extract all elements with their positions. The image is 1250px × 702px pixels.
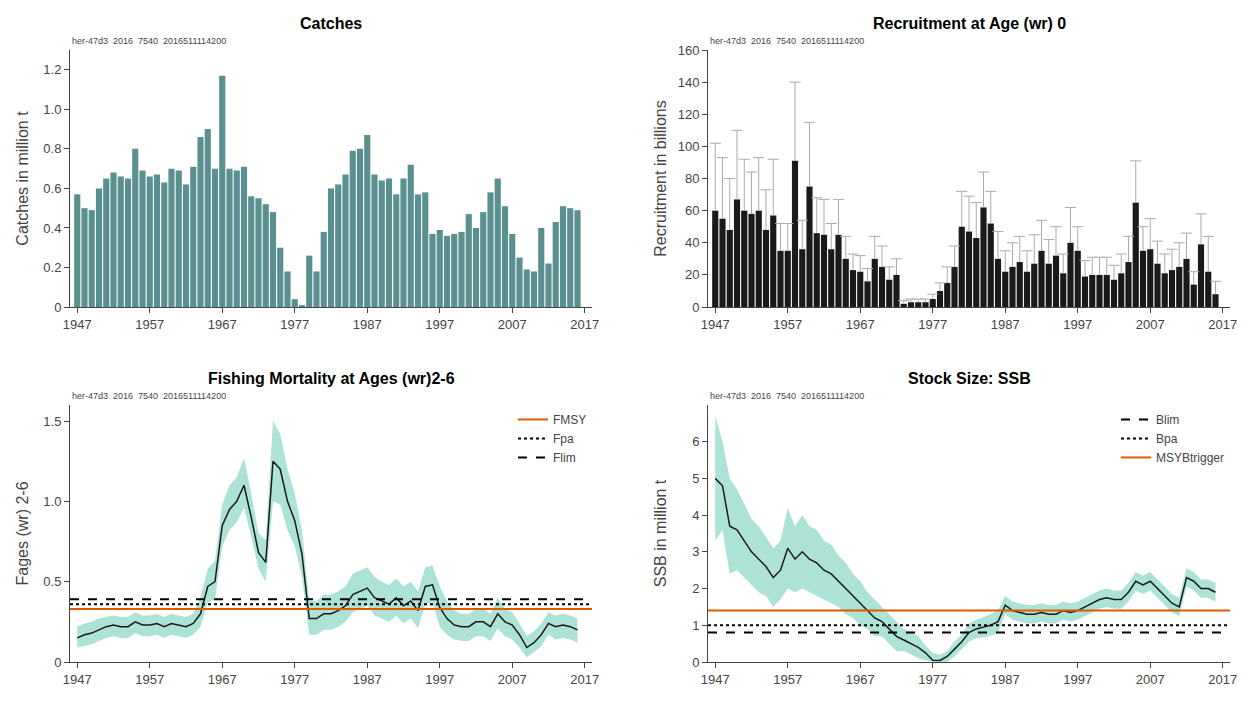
svg-text:1977: 1977 (280, 317, 309, 332)
svg-text:1977: 1977 (918, 317, 947, 332)
svg-text:Bpa: Bpa (1156, 432, 1178, 446)
svg-text:her-47d3 2016 7540 20165111: her-47d3 2016 7540 2016511114200 (72, 391, 226, 401)
svg-text:1987: 1987 (353, 672, 382, 687)
svg-text:her-47d3 2016 7540 20165111: her-47d3 2016 7540 2016511114200 (710, 391, 864, 401)
svg-text:1967: 1967 (208, 672, 237, 687)
svg-text:0.8: 0.8 (43, 141, 61, 156)
svg-text:1967: 1967 (208, 317, 237, 332)
svg-text:1957: 1957 (135, 672, 164, 687)
svg-text:2007: 2007 (1136, 317, 1165, 332)
svg-text:Blim: Blim (1156, 413, 1179, 427)
svg-text:120: 120 (678, 107, 700, 122)
svg-text:1977: 1977 (280, 672, 309, 687)
svg-text:2007: 2007 (1136, 672, 1165, 687)
svg-text:1.2: 1.2 (43, 62, 61, 77)
svg-text:80: 80 (685, 171, 699, 186)
svg-text:1947: 1947 (701, 672, 730, 687)
svg-text:1987: 1987 (353, 317, 382, 332)
svg-text:Catches in million t: Catches in million t (14, 111, 31, 246)
svg-text:Recruitment at Age (wr) 0: Recruitment at Age (wr) 0 (873, 15, 1066, 32)
svg-text:1947: 1947 (63, 317, 92, 332)
svg-text:1997: 1997 (425, 317, 454, 332)
svg-text:1957: 1957 (135, 317, 164, 332)
svg-text:4: 4 (692, 508, 699, 523)
svg-text:2007: 2007 (498, 317, 527, 332)
svg-text:1.5: 1.5 (43, 414, 61, 429)
svg-text:0: 0 (54, 300, 61, 315)
svg-text:SSB in million t: SSB in million t (652, 479, 669, 587)
svg-text:1947: 1947 (701, 317, 730, 332)
svg-text:Fages (wr) 2-6: Fages (wr) 2-6 (14, 481, 31, 585)
svg-text:2017: 2017 (1208, 672, 1237, 687)
svg-text:2017: 2017 (570, 317, 599, 332)
svg-text:1: 1 (692, 618, 699, 633)
svg-text:0.2: 0.2 (43, 260, 61, 275)
svg-text:2017: 2017 (1208, 317, 1237, 332)
svg-text:Flim: Flim (553, 451, 576, 465)
svg-text:2007: 2007 (498, 672, 527, 687)
svg-text:40: 40 (685, 235, 699, 250)
svg-text:1987: 1987 (991, 672, 1020, 687)
svg-text:Fishing Mortality at Ages (wr): Fishing Mortality at Ages (wr)2-6 (208, 370, 455, 387)
svg-text:2: 2 (692, 581, 699, 596)
svg-text:MSYBtrigger: MSYBtrigger (1156, 451, 1224, 465)
svg-text:1.0: 1.0 (43, 494, 61, 509)
svg-text:her-47d3 2016 7540 20165111: her-47d3 2016 7540 2016511114200 (710, 36, 864, 46)
svg-text:140: 140 (678, 75, 700, 90)
svg-text:1997: 1997 (1063, 672, 1092, 687)
svg-text:100: 100 (678, 139, 700, 154)
svg-text:1957: 1957 (773, 317, 802, 332)
svg-text:FMSY: FMSY (553, 413, 586, 427)
svg-text:Stock Size: SSB: Stock Size: SSB (908, 370, 1031, 387)
svg-text:160: 160 (678, 43, 700, 58)
svg-text:6: 6 (692, 434, 699, 449)
svg-text:1.0: 1.0 (43, 102, 61, 117)
svg-text:1997: 1997 (425, 672, 454, 687)
svg-text:20: 20 (685, 267, 699, 282)
svg-text:Recruitment in billions: Recruitment in billions (652, 100, 669, 257)
svg-text:1977: 1977 (918, 672, 947, 687)
svg-text:1947: 1947 (63, 672, 92, 687)
svg-text:1957: 1957 (773, 672, 802, 687)
svg-text:0: 0 (692, 300, 699, 315)
svg-text:5: 5 (692, 471, 699, 486)
svg-text:1997: 1997 (1063, 317, 1092, 332)
svg-text:0: 0 (692, 655, 699, 670)
svg-text:Fpa: Fpa (553, 432, 574, 446)
svg-text:2017: 2017 (570, 672, 599, 687)
svg-text:0.5: 0.5 (43, 574, 61, 589)
svg-text:0.4: 0.4 (43, 221, 61, 236)
svg-text:3: 3 (692, 544, 699, 559)
svg-text:0.6: 0.6 (43, 181, 61, 196)
svg-text:0: 0 (54, 655, 61, 670)
svg-text:60: 60 (685, 203, 699, 218)
svg-text:her-47d3 2016 7540 20165111: her-47d3 2016 7540 2016511114200 (72, 36, 226, 46)
svg-text:Catches: Catches (300, 15, 362, 32)
svg-text:1967: 1967 (846, 672, 875, 687)
svg-text:1987: 1987 (991, 317, 1020, 332)
svg-text:1967: 1967 (846, 317, 875, 332)
